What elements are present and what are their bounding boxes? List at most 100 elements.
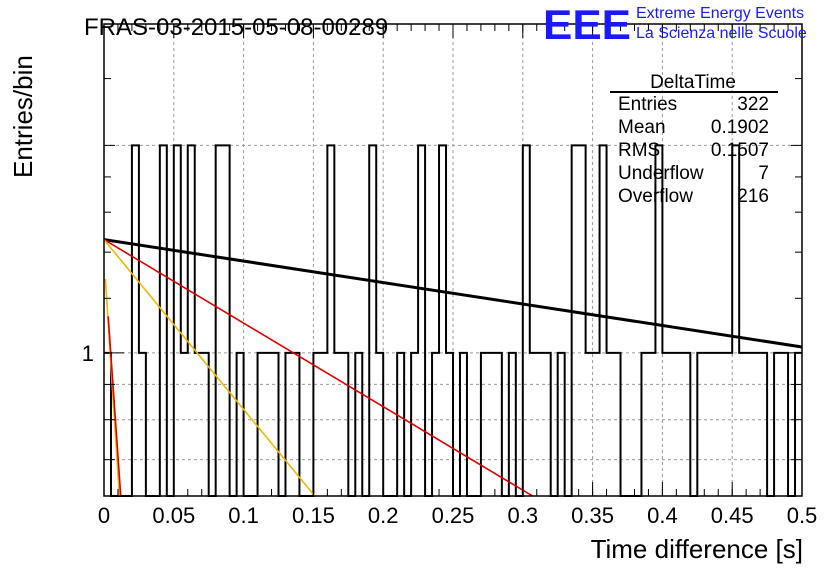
histogram-bin bbox=[509, 353, 516, 496]
stats-row-label: RMS bbox=[618, 140, 660, 161]
fit-line bbox=[103, 238, 803, 349]
histogram-bin bbox=[334, 353, 341, 496]
x-axis-title: Time difference [s] bbox=[591, 534, 803, 564]
histogram-bin bbox=[697, 353, 704, 496]
fit-line bbox=[107, 316, 122, 497]
chart-title: FRAS-03-2015-05-08-00289 bbox=[84, 14, 388, 41]
histogram-bin bbox=[669, 353, 676, 496]
fit-line bbox=[103, 238, 533, 497]
histogram-bin bbox=[188, 145, 195, 496]
stats-row-value: 0.1902 bbox=[711, 117, 769, 138]
histogram-bin bbox=[104, 353, 111, 496]
histogram-bin bbox=[174, 145, 181, 496]
histogram-bin bbox=[586, 353, 593, 496]
histogram-bin bbox=[537, 353, 544, 496]
histogram-bin bbox=[739, 353, 746, 496]
histogram-bin bbox=[746, 353, 753, 496]
histogram-bin bbox=[181, 353, 188, 496]
histogram-bin bbox=[718, 353, 725, 496]
histogram-bin bbox=[558, 353, 565, 496]
histogram-bin bbox=[579, 145, 586, 496]
histogram-bin bbox=[676, 353, 683, 496]
histogram-bin bbox=[446, 353, 453, 496]
histogram-bin bbox=[572, 145, 579, 496]
histogram-bin bbox=[662, 353, 669, 496]
histogram-bin bbox=[530, 353, 537, 496]
tick-labels: 0 0.05 0.1 0.15 0.2 0.25 0.3 0.35 0.4 0.45 0.5 1 bbox=[82, 341, 818, 528]
histogram-bin bbox=[376, 353, 383, 496]
histogram-bin bbox=[607, 353, 614, 496]
stats-row-label: Overflow bbox=[618, 186, 693, 207]
histogram-bin bbox=[216, 145, 223, 496]
x-tick-label: 0.05 bbox=[152, 503, 195, 528]
histogram-bin bbox=[488, 353, 495, 496]
histogram-bin bbox=[292, 353, 299, 496]
stats-row-value: 7 bbox=[758, 163, 769, 184]
histogram-layer bbox=[104, 144, 802, 497]
logo-mark: EEE bbox=[543, 1, 631, 48]
histogram-bin bbox=[160, 145, 167, 496]
histogram-bin bbox=[195, 353, 202, 496]
histogram-bin bbox=[774, 353, 781, 496]
stats-row-label: Mean bbox=[618, 117, 666, 138]
histogram-bin bbox=[600, 145, 607, 496]
histogram-bin bbox=[418, 145, 425, 496]
stats-row-label: Entries bbox=[618, 94, 677, 115]
histogram-bin bbox=[237, 353, 244, 496]
histogram-bin bbox=[258, 353, 265, 496]
x-tick-label: 0.35 bbox=[571, 503, 614, 528]
histogram-bin bbox=[753, 353, 760, 496]
histogram-bin bbox=[369, 145, 376, 496]
x-tick-label: 0.45 bbox=[711, 503, 754, 528]
x-tick-label: 0.25 bbox=[432, 503, 475, 528]
x-tick-label: 0.2 bbox=[368, 503, 399, 528]
histogram-bin bbox=[432, 353, 439, 496]
histogram-bin bbox=[320, 353, 327, 496]
x-tick-label: 0.1 bbox=[228, 503, 259, 528]
stats-rows: Entries 322 Mean 0.1902 RMS 0.1507 Underflow 7 O… bbox=[618, 94, 769, 207]
histogram-bin bbox=[795, 353, 802, 496]
histogram-bin bbox=[272, 353, 279, 496]
histogram-bin bbox=[481, 353, 488, 496]
eee-logo: EEE Extreme Energy Events La Scienza nel… bbox=[543, 1, 807, 48]
histogram-bin bbox=[341, 353, 348, 496]
histogram-bin bbox=[725, 353, 732, 496]
logo-line-1: Extreme Energy Events bbox=[636, 5, 804, 22]
stats-row-label: Underflow bbox=[618, 163, 704, 184]
histogram-bin bbox=[781, 353, 788, 496]
histogram-bin bbox=[648, 353, 655, 496]
histogram-bin bbox=[397, 353, 404, 496]
histogram-bin bbox=[704, 353, 711, 496]
histogram-bin bbox=[132, 145, 139, 496]
histogram-bin bbox=[223, 145, 230, 496]
fit-lines-layer bbox=[103, 238, 803, 497]
stats-box: DeltaTime Entries 322 Mean 0.1902 RMS 0.1507 U… bbox=[610, 72, 778, 207]
x-tick-label: 0.15 bbox=[292, 503, 335, 528]
histogram-bin bbox=[327, 145, 334, 496]
histogram-bin bbox=[760, 353, 767, 496]
histogram-bin bbox=[593, 353, 600, 496]
histogram-bin bbox=[139, 353, 146, 496]
histogram-bin bbox=[265, 353, 272, 496]
histogram-bin bbox=[355, 353, 362, 496]
histogram-bin bbox=[641, 353, 648, 496]
y-tick-label: 1 bbox=[82, 341, 94, 366]
y-axis-title: Entries/bin bbox=[8, 55, 38, 178]
histogram-bin bbox=[683, 353, 690, 496]
axis-ticks bbox=[103, 23, 803, 496]
stats-row-value: 0.1507 bbox=[711, 140, 769, 161]
logo-line-2: La Scienza nelle Scuole bbox=[636, 25, 807, 42]
histogram-bin bbox=[523, 145, 530, 496]
x-tick-label: 0 bbox=[98, 503, 110, 528]
fit-line bbox=[103, 239, 316, 497]
x-tick-label: 0.5 bbox=[787, 503, 818, 528]
histogram-bin bbox=[711, 353, 718, 496]
histogram-outline bbox=[104, 144, 802, 497]
histogram-bin bbox=[202, 353, 209, 496]
histogram-bin bbox=[313, 353, 320, 496]
histogram-bin bbox=[614, 353, 621, 496]
stats-row-value: 216 bbox=[737, 186, 769, 207]
histogram-bin bbox=[285, 353, 292, 496]
histogram-bin bbox=[544, 353, 551, 496]
